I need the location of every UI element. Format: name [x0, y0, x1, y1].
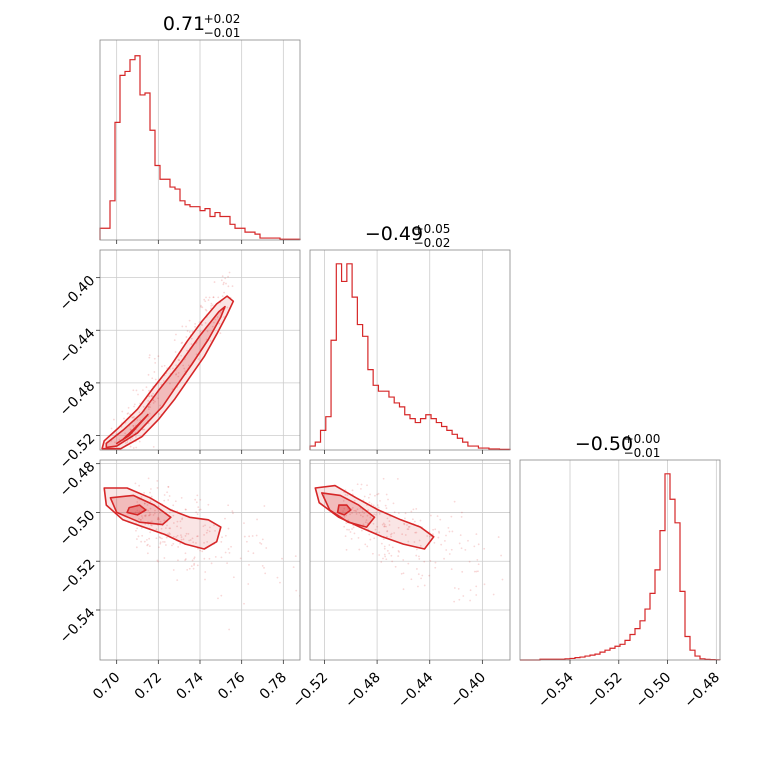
- scatter-panel-2-1: −0.52 −0.48 −0.44 −0.40: [290, 459, 511, 712]
- hist-panel-0: 0.71+0.02−0.01: [99, 12, 301, 244]
- x-tick-label: 0.72: [132, 670, 165, 703]
- x-tick-label: −0.48: [342, 670, 384, 712]
- x-tick-label: −0.40: [448, 670, 490, 712]
- hist-panel-2: −0.54 −0.52 −0.50 −0.48−0.50+0.00−0.01: [519, 432, 724, 712]
- contour-level-2: [115, 413, 149, 445]
- x-tick-label: 0.74: [173, 669, 206, 702]
- hist-panel-1: −0.49+0.05−0.02: [309, 222, 511, 454]
- y-tick-label: −0.54: [57, 605, 99, 647]
- title-value: 0.71: [163, 13, 205, 35]
- x-tick-label: 0.70: [90, 670, 123, 703]
- title-minus: −0.02: [414, 236, 451, 250]
- title-minus: −0.01: [624, 446, 661, 460]
- param-title-2: −0.50+0.00−0.01: [575, 432, 661, 460]
- title-value: −0.49: [365, 223, 423, 245]
- title-value: −0.50: [575, 433, 633, 455]
- x-tick-label: −0.52: [290, 670, 332, 712]
- title-minus: −0.01: [204, 26, 241, 40]
- scatter-panel-2-0: 0.70 0.72 0.74 0.76 0.78−0.54−0.52−0.50−0.48: [57, 459, 301, 703]
- hist-frame-2: [519, 459, 721, 661]
- hist-line-0: [99, 55, 301, 240]
- title-plus: +0.00: [624, 432, 661, 446]
- contour-level-0: [103, 487, 222, 550]
- y-tick-label: −0.50: [57, 507, 99, 549]
- contour-level-2: [336, 504, 352, 516]
- param-title-0: 0.71+0.02−0.01: [163, 12, 241, 40]
- y-tick-label: −0.48: [57, 378, 99, 420]
- param-title-1: −0.49+0.05−0.02: [365, 222, 451, 250]
- scatter-panel-1-0: −0.52−0.48−0.44−0.40: [57, 249, 301, 472]
- x-tick-label: 0.76: [215, 669, 248, 702]
- scatter-frame: [309, 459, 511, 661]
- contour-level-1: [105, 305, 226, 449]
- x-tick-label: −0.52: [584, 670, 626, 712]
- x-tick-label: −0.44: [395, 669, 437, 711]
- title-plus: +0.05: [414, 222, 451, 236]
- title-plus: +0.02: [204, 12, 241, 26]
- contour-level-1: [109, 494, 172, 526]
- y-tick-label: −0.44: [57, 325, 99, 367]
- y-tick-label: −0.40: [57, 273, 99, 315]
- hist-line-2: [520, 473, 721, 661]
- hist-frame-1: [309, 249, 511, 451]
- x-tick-label: −0.54: [535, 669, 577, 711]
- contour-level-2: [126, 504, 147, 516]
- y-tick-label: −0.52: [57, 556, 99, 598]
- contour-level-1: [321, 492, 376, 528]
- x-tick-label: −0.48: [682, 670, 724, 712]
- hist-line-1: [309, 263, 511, 451]
- x-tick-label: 0.78: [257, 670, 290, 703]
- x-tick-label: −0.50: [633, 670, 675, 712]
- scatter-points: [342, 477, 504, 603]
